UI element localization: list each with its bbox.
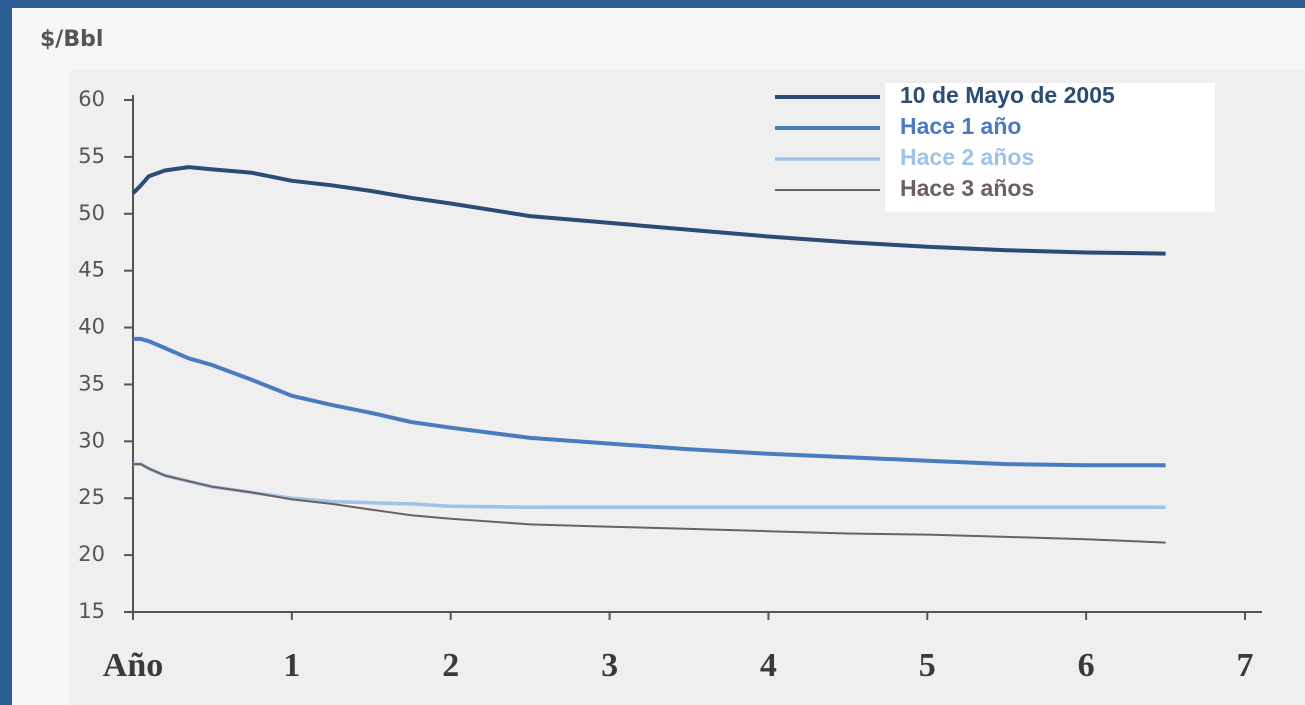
y-tick-label: 30 (78, 428, 105, 452)
x-tick-label: 3 (601, 647, 618, 684)
y-axis-label: $/Bbl (40, 27, 103, 52)
legend-label: Hace 3 años (900, 175, 1034, 201)
y-tick-label: 20 (78, 542, 105, 566)
x-tick-label: Año (103, 647, 163, 684)
series-line (131, 165, 1166, 256)
x-tick-label: 7 (1237, 647, 1254, 684)
series-line (133, 463, 1166, 544)
legend-label: Hace 1 año (900, 113, 1021, 139)
x-tick-label: 2 (442, 647, 459, 684)
x-tick-label: 4 (760, 647, 777, 684)
x-tick-label: 6 (1078, 647, 1095, 684)
legend-label: Hace 2 años (900, 144, 1034, 170)
y-tick-label: 25 (78, 485, 105, 509)
y-tick-label: 45 (78, 258, 105, 282)
legend-label: 10 de Mayo de 2005 (900, 82, 1115, 108)
y-tick-label: 40 (78, 315, 105, 339)
y-tick-label: 50 (78, 201, 105, 225)
y-tick-label: 60 (78, 87, 105, 111)
series-line (133, 336, 1166, 468)
y-tick-label: 35 (78, 371, 105, 395)
y-tick-label: 15 (78, 599, 105, 623)
legend-box (885, 83, 1215, 212)
x-tick-label: 5 (919, 647, 936, 684)
y-tick-label: 55 (78, 144, 105, 168)
x-tick-label: 1 (283, 647, 300, 684)
